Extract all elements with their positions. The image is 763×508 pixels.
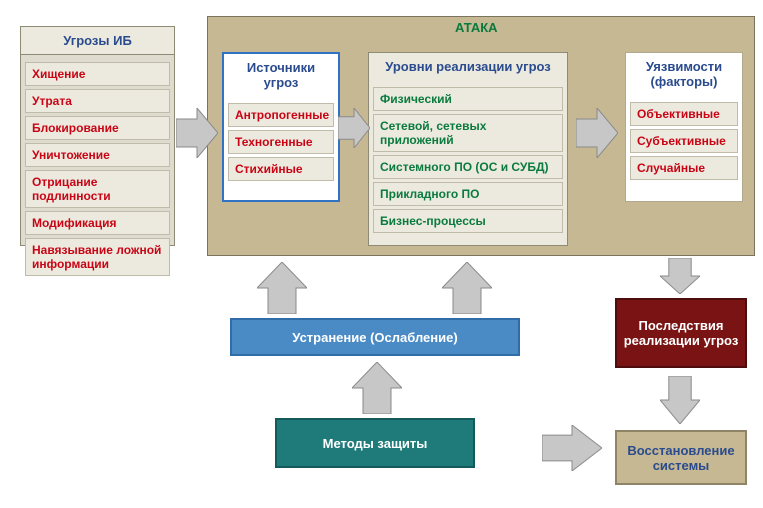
threats-item: Блокирование [25, 116, 170, 140]
arrow-methods-to-mitigation-icon [352, 362, 402, 414]
recovery-box: Восстановление системы [615, 430, 747, 485]
arrow-consequences-to-recovery-icon [660, 376, 700, 424]
threats-item: Навязывание ложной информации [25, 238, 170, 276]
vuln-header: Уязвимости (факторы) [626, 53, 742, 95]
arrow-methods-to-recovery-icon [542, 425, 602, 471]
levels-header: Уровни реализации угроз [369, 53, 567, 80]
sources-panel: Источники угроз Антропогенные Техногенные… [222, 52, 340, 202]
sources-item: Стихийные [228, 157, 334, 181]
threats-item: Модификация [25, 211, 170, 235]
levels-item: Сетевой, сетевых приложений [373, 114, 563, 152]
methods-box: Методы защиты [275, 418, 475, 468]
sources-header: Источники угроз [224, 54, 338, 96]
arrow-sources-to-levels-icon [338, 108, 370, 148]
arrow-mitigation-to-sources-icon [257, 262, 307, 314]
vuln-item: Объективные [630, 102, 738, 126]
sources-item: Антропогенные [228, 103, 334, 127]
arrow-threats-to-attack-icon [176, 108, 218, 158]
levels-item: Системного ПО (ОС и СУБД) [373, 155, 563, 179]
vuln-panel: Уязвимости (факторы) Объективные Субъекти… [625, 52, 743, 202]
sources-body: Антропогенные Техногенные Стихийные [224, 96, 338, 188]
threats-body: Хищение Утрата Блокирование Уничтожение Отри… [21, 55, 174, 283]
threats-item: Уничтожение [25, 143, 170, 167]
levels-body: Физический Сетевой, сетевых приложений Сис… [369, 80, 567, 240]
threats-item: Отрицание подлинности [25, 170, 170, 208]
arrow-mitigation-to-levels-icon [442, 262, 492, 314]
levels-item: Прикладного ПО [373, 182, 563, 206]
threats-item: Хищение [25, 62, 170, 86]
vuln-item: Случайные [630, 156, 738, 180]
consequences-box: Последствия реализации угроз [615, 298, 747, 368]
sources-item: Техногенные [228, 130, 334, 154]
mitigation-box: Устранение (Ослабление) [230, 318, 520, 356]
vuln-item: Субъективные [630, 129, 738, 153]
recovery-label: Восстановление системы [621, 443, 741, 473]
levels-item: Физический [373, 87, 563, 111]
levels-panel: Уровни реализации угроз Физический Сетево… [368, 52, 568, 246]
consequences-label: Последствия реализации угроз [621, 318, 741, 348]
threats-header: Угрозы ИБ [21, 27, 174, 55]
levels-item: Бизнес-процессы [373, 209, 563, 233]
arrow-vuln-to-consequences-icon [660, 258, 700, 294]
vuln-body: Объективные Субъективные Случайные [626, 95, 742, 187]
mitigation-label: Устранение (Ослабление) [292, 330, 457, 345]
threats-item: Утрата [25, 89, 170, 113]
arrow-levels-to-vuln-icon [576, 108, 618, 158]
threats-panel: Угрозы ИБ Хищение Утрата Блокирование Уничт… [20, 26, 175, 246]
methods-label: Методы защиты [323, 436, 428, 451]
attack-label: АТАКА [455, 20, 498, 35]
